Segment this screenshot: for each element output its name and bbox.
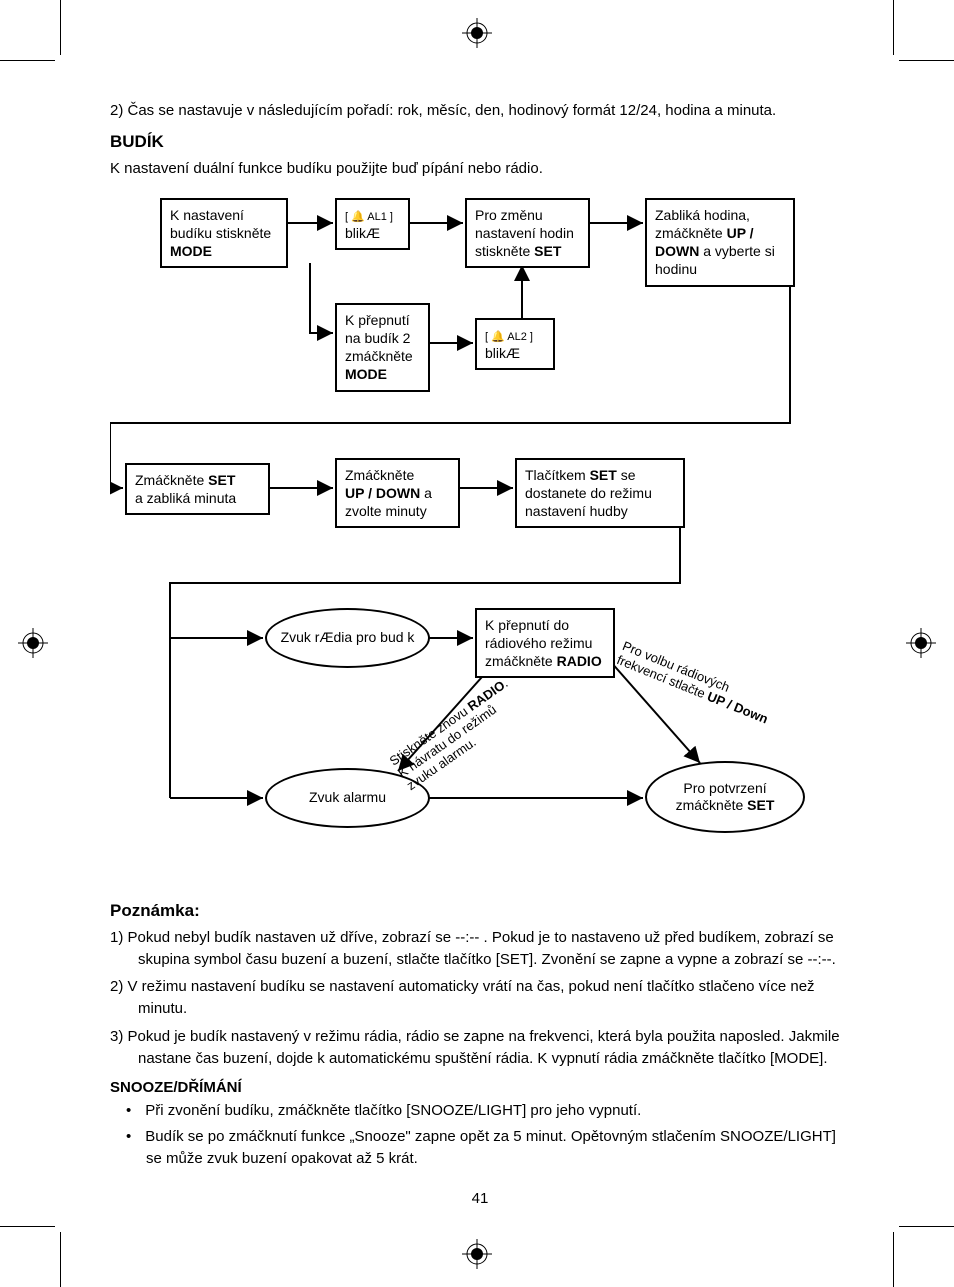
registration-mark-icon — [462, 18, 492, 48]
flow-box-al1: [ 🔔 AL1 ]blikÆ — [335, 198, 410, 250]
registration-mark-icon — [462, 1239, 492, 1269]
note-item: 3) Pokud je budík nastavený v režimu rád… — [110, 1026, 850, 1070]
note-item: 1) Pokud nebyl budík nastaven už dříve, … — [110, 927, 850, 971]
flow-box-mode2: K přepnutína budík 2zmáčkněteMODE — [335, 303, 430, 392]
intro-numbered-item: 2) Čas se nastavuje v následujícím pořad… — [110, 100, 850, 122]
registration-mark-icon — [18, 628, 48, 658]
page-content: 2) Čas se nastavuje v následujícím pořad… — [110, 100, 850, 1207]
flowchart: K nastavení budíku stiskněte MODE [ 🔔 AL… — [110, 193, 850, 883]
budik-heading: BUDÍK — [110, 132, 850, 152]
budik-intro: K nastavení duální funkce budíku použijt… — [110, 158, 850, 179]
flow-ellipse-radio-sound: Zvuk rÆdia pro bud k — [265, 608, 430, 668]
registration-mark-icon — [906, 628, 936, 658]
snooze-heading: SNOOZE/DŘÍMÁNÍ — [110, 1079, 850, 1096]
flow-box-updown-minute: ZmáčkněteUP / DOWN azvolte minuty — [335, 458, 460, 529]
note-item: 2) V režimu nastavení budíku se nastaven… — [110, 976, 850, 1020]
flow-ellipse-confirm: Pro potvrzenízmáčkněte SET — [645, 761, 805, 833]
snooze-item: Při zvonění budíku, zmáčkněte tlačítko [… — [110, 1100, 850, 1122]
flow-box-mode: K nastavení budíku stiskněte MODE — [160, 198, 288, 269]
flow-box-al2: [ 🔔 AL2 ]blikÆ — [475, 318, 555, 370]
flow-box-set-music: Tlačítkem SET sedostanete do režimunasta… — [515, 458, 685, 529]
poznamka-heading: Poznámka: — [110, 901, 850, 921]
page-number: 41 — [110, 1190, 850, 1207]
flow-box-set-hours: Pro změnunastavení hodinstiskněte SET — [465, 198, 590, 269]
snooze-item: Budík se po zmáčknutí funkce „Snooze" za… — [110, 1126, 850, 1170]
flow-box-set-minute: Zmáčkněte SETa zabliká minuta — [125, 463, 270, 515]
flow-box-updown-hour: Zabliká hodina,zmáčkněte UP / DOWN a vyb… — [645, 198, 795, 287]
